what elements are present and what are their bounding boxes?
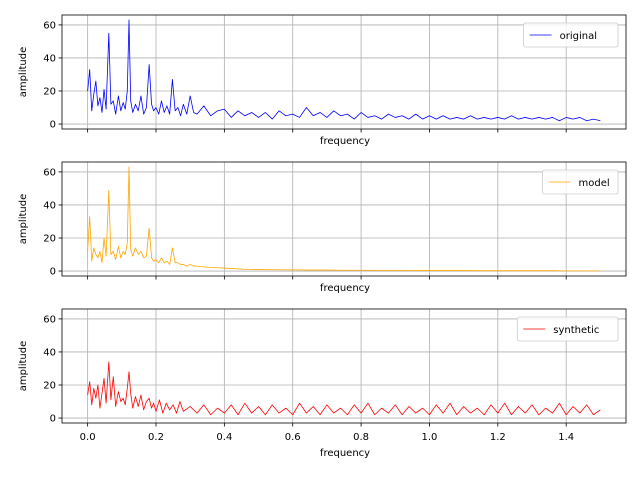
y-tick-label: 20 xyxy=(43,234,56,245)
axes-frame xyxy=(61,161,627,277)
legend: original xyxy=(523,22,619,48)
x-axis-label: frequency xyxy=(320,136,370,147)
x-axis-label: frequency xyxy=(320,283,370,294)
y-tick-label: 0 xyxy=(50,414,56,425)
y-tick-label: 40 xyxy=(43,53,56,64)
legend-box xyxy=(542,169,619,195)
subplot-2: 0 20 40 60 frequency amplitude model xyxy=(18,161,627,294)
series-line-synthetic xyxy=(87,361,601,416)
y-tick-label: 40 xyxy=(43,200,56,211)
y-tick-label: 60 xyxy=(43,20,56,31)
subplot-3: 0.0 0.2 0.4 0.6 0.8 1.0 1.2 1.4 0 20 40 60 frequency… xyxy=(18,308,627,459)
series-line-original xyxy=(87,19,601,122)
x-tick-label: 1.2 xyxy=(490,432,506,443)
y-axis-label: amplitude xyxy=(18,47,29,98)
y-axis-label: amplitude xyxy=(18,341,29,392)
subplot-1: 0 20 40 60 frequency amplitude original xyxy=(18,14,627,147)
legend-box xyxy=(516,316,619,342)
x-tick-label: 0.8 xyxy=(353,432,369,443)
x-tick-label: 0.4 xyxy=(216,432,232,443)
legend-label-original: original xyxy=(560,31,597,42)
x-tick-label: 0.6 xyxy=(285,432,301,443)
y-tick-label: 40 xyxy=(43,347,56,358)
legend: model xyxy=(542,169,619,195)
x-tick-label: 1.0 xyxy=(422,432,438,443)
series-line-model xyxy=(87,166,601,272)
x-tick-label: 0.2 xyxy=(148,432,164,443)
y-tick-label: 20 xyxy=(43,381,56,392)
axes-frame xyxy=(61,14,627,130)
x-tick-label: 1.4 xyxy=(558,432,574,443)
legend-label-synthetic: synthetic xyxy=(553,325,599,336)
axes-frame xyxy=(61,308,627,424)
y-tick-label: 0 xyxy=(50,267,56,278)
y-axis-label: amplitude xyxy=(18,194,29,245)
legend-label-model: model xyxy=(579,178,610,189)
y-tick-label: 60 xyxy=(43,314,56,325)
legend: synthetic xyxy=(516,316,619,342)
x-tick-label: 0.0 xyxy=(80,432,96,443)
y-tick-label: 20 xyxy=(43,87,56,98)
x-axis-label: frequency xyxy=(320,448,370,459)
legend-box xyxy=(523,22,619,48)
y-tick-label: 60 xyxy=(43,167,56,178)
y-tick-label: 0 xyxy=(50,120,56,131)
